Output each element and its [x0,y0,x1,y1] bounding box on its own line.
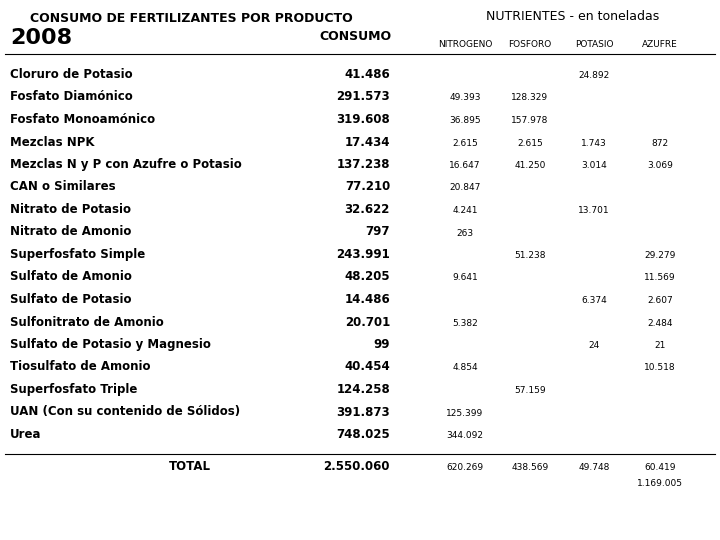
Text: 10.518: 10.518 [644,363,676,373]
Text: 438.569: 438.569 [511,463,549,472]
Text: 263: 263 [456,228,474,238]
Text: CONSUMO: CONSUMO [319,30,391,43]
Text: 1.743: 1.743 [581,138,607,147]
Text: 748.025: 748.025 [336,428,390,441]
Text: 41.486: 41.486 [344,68,390,81]
Text: NUTRIENTES - en toneladas: NUTRIENTES - en toneladas [487,10,660,23]
Text: 2.484: 2.484 [647,319,672,327]
Text: 344.092: 344.092 [446,431,484,440]
Text: 16.647: 16.647 [449,161,481,170]
Text: 291.573: 291.573 [336,91,390,104]
Text: 157.978: 157.978 [511,116,549,125]
Text: 21: 21 [654,341,666,350]
Text: 51.238: 51.238 [514,251,546,260]
Text: 49.748: 49.748 [578,463,610,472]
Text: Nitrato de Potasio: Nitrato de Potasio [10,203,131,216]
Text: 24: 24 [588,341,600,350]
Text: 872: 872 [652,138,669,147]
Text: 29.279: 29.279 [644,251,675,260]
Text: 13.701: 13.701 [578,206,610,215]
Text: POTASIO: POTASIO [575,40,613,49]
Text: 9.641: 9.641 [452,273,478,282]
Text: 24.892: 24.892 [578,71,610,80]
Text: CAN o Similares: CAN o Similares [10,180,116,193]
Text: Tiosulfato de Amonio: Tiosulfato de Amonio [10,361,150,374]
Text: 77.210: 77.210 [345,180,390,193]
Text: 32.622: 32.622 [345,203,390,216]
Text: AZUFRE: AZUFRE [642,40,678,49]
Text: TOTAL: TOTAL [169,461,211,474]
Text: Superfosfato Simple: Superfosfato Simple [10,248,145,261]
Text: 11.569: 11.569 [644,273,676,282]
Text: CONSUMO DE FERTILIZANTES POR PRODUCTO: CONSUMO DE FERTILIZANTES POR PRODUCTO [30,12,353,25]
Text: 2.550.060: 2.550.060 [323,461,390,474]
Text: 3.069: 3.069 [647,161,673,170]
Text: 36.895: 36.895 [449,116,481,125]
Text: Sulfato de Potasio y Magnesio: Sulfato de Potasio y Magnesio [10,338,211,351]
Text: 124.258: 124.258 [336,383,390,396]
Text: 243.991: 243.991 [336,248,390,261]
Text: Mezclas N y P con Azufre o Potasio: Mezclas N y P con Azufre o Potasio [10,158,242,171]
Text: 128.329: 128.329 [511,93,549,103]
Text: 4.854: 4.854 [452,363,478,373]
Text: Urea: Urea [10,428,42,441]
Text: 1.169.005: 1.169.005 [637,480,683,489]
Text: 20.701: 20.701 [345,315,390,328]
Text: 99: 99 [374,338,390,351]
Text: 60.419: 60.419 [644,463,676,472]
Text: 40.454: 40.454 [344,361,390,374]
Text: 4.241: 4.241 [452,206,478,215]
Text: Fosfato Diamónico: Fosfato Diamónico [10,91,132,104]
Text: Superfosfato Triple: Superfosfato Triple [10,383,138,396]
Text: 41.250: 41.250 [514,161,546,170]
Text: Sulfato de Amonio: Sulfato de Amonio [10,271,132,284]
Text: Mezclas NPK: Mezclas NPK [10,136,94,148]
Text: 2.615: 2.615 [452,138,478,147]
Text: 620.269: 620.269 [446,463,484,472]
Text: 2008: 2008 [10,28,72,48]
Text: Nitrato de Amonio: Nitrato de Amonio [10,226,131,239]
Text: 3.014: 3.014 [581,161,607,170]
Text: Sulfonitrato de Amonio: Sulfonitrato de Amonio [10,315,163,328]
Text: 391.873: 391.873 [336,406,390,419]
Text: 20.847: 20.847 [449,184,481,192]
Text: Cloruro de Potasio: Cloruro de Potasio [10,68,132,81]
Text: UAN (Con su contenido de Sólidos): UAN (Con su contenido de Sólidos) [10,406,240,419]
Text: 137.238: 137.238 [336,158,390,171]
Text: 2.615: 2.615 [517,138,543,147]
Text: 125.399: 125.399 [446,408,484,417]
Text: 57.159: 57.159 [514,386,546,395]
Text: FOSFORO: FOSFORO [508,40,552,49]
Text: 17.434: 17.434 [344,136,390,148]
Text: 319.608: 319.608 [336,113,390,126]
Text: Fosfato Monoamónico: Fosfato Monoamónico [10,113,155,126]
Text: 14.486: 14.486 [344,293,390,306]
Text: 2.607: 2.607 [647,296,673,305]
Text: NITROGENO: NITROGENO [438,40,492,49]
Text: Sulfato de Potasio: Sulfato de Potasio [10,293,132,306]
Text: 6.374: 6.374 [581,296,607,305]
Text: 797: 797 [366,226,390,239]
Text: 5.382: 5.382 [452,319,478,327]
Text: 49.393: 49.393 [449,93,481,103]
Text: 48.205: 48.205 [344,271,390,284]
